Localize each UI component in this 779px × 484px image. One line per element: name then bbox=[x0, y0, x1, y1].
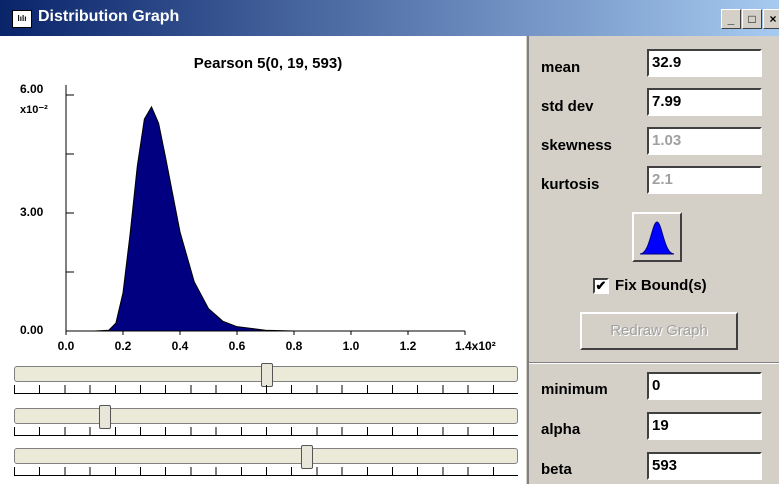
x-tick-label: 0.0 bbox=[58, 339, 75, 353]
x-tick-label: 0.6 bbox=[229, 339, 246, 353]
y-tick-label: 6.00 bbox=[20, 82, 44, 96]
separator bbox=[529, 362, 779, 364]
param-label: minimum bbox=[541, 381, 608, 398]
param-label: beta bbox=[541, 461, 572, 478]
x-tick-label: 0.4 bbox=[172, 339, 189, 353]
slider-thumb[interactable] bbox=[301, 445, 313, 469]
param-input[interactable]: 19 bbox=[647, 412, 762, 440]
slider-thumb[interactable] bbox=[99, 405, 111, 429]
checkbox[interactable]: ✔ bbox=[593, 278, 609, 294]
stat-label: std dev bbox=[541, 98, 594, 115]
slider-beta[interactable] bbox=[14, 445, 518, 469]
slider-ticks bbox=[14, 427, 518, 436]
y-tick-label: 3.00 bbox=[20, 205, 44, 219]
distribution-button[interactable] bbox=[632, 212, 682, 262]
chart-title: Pearson 5(0, 19, 593) bbox=[194, 55, 342, 72]
maximize-button[interactable]: □ bbox=[742, 9, 762, 29]
stat-label: skewness bbox=[541, 137, 612, 154]
slider-ticks bbox=[14, 385, 518, 394]
bell-icon bbox=[639, 221, 675, 255]
redraw-button[interactable]: Redraw Graph bbox=[580, 312, 738, 350]
x-tick-label: 0.8 bbox=[286, 339, 303, 353]
stat-label: mean bbox=[541, 59, 581, 76]
chart: Pearson 5(0, 19, 593) x10⁻² 0.00 3.00 6.00… bbox=[20, 55, 496, 353]
slider-alpha[interactable] bbox=[14, 405, 518, 429]
checkbox-label: Fix Bound(s) bbox=[615, 277, 707, 294]
x-tick-label: 0.2 bbox=[115, 339, 132, 353]
density-area bbox=[94, 105, 295, 332]
slider-thumb[interactable] bbox=[261, 363, 273, 387]
side-panel: ✔ Fix Bound(s) Redraw Graph mean 32.9 std … bbox=[527, 36, 779, 484]
title-bar: lılı Distribution Graph _ □ × bbox=[0, 0, 779, 36]
slider-ticks bbox=[14, 467, 518, 476]
minimize-button[interactable]: _ bbox=[721, 9, 741, 29]
stat-input[interactable]: 32.9 bbox=[647, 49, 762, 77]
stat-label: kurtosis bbox=[541, 176, 600, 193]
window-title: Distribution Graph bbox=[38, 8, 180, 25]
param-input[interactable]: 593 bbox=[647, 452, 762, 480]
x-tick-label: 1.4x10² bbox=[455, 339, 496, 353]
slider-minimum[interactable] bbox=[14, 363, 518, 387]
param-label: alpha bbox=[541, 421, 581, 438]
x-tick-label: 1.2 bbox=[400, 339, 417, 353]
app-icon: lılı bbox=[12, 10, 32, 28]
x-tick-label: 1.0 bbox=[343, 339, 360, 353]
param-input[interactable]: 0 bbox=[647, 372, 762, 400]
close-button[interactable]: × bbox=[763, 9, 779, 29]
stat-input: 1.03 bbox=[647, 127, 762, 155]
stat-input[interactable]: 7.99 bbox=[647, 88, 762, 116]
graph-area: Pearson 5(0, 19, 593) x10⁻² 0.00 3.00 6.00… bbox=[0, 36, 526, 484]
y-tick-label: 0.00 bbox=[20, 323, 44, 337]
stat-input: 2.1 bbox=[647, 166, 762, 194]
y-multiplier: x10⁻² bbox=[20, 104, 48, 116]
